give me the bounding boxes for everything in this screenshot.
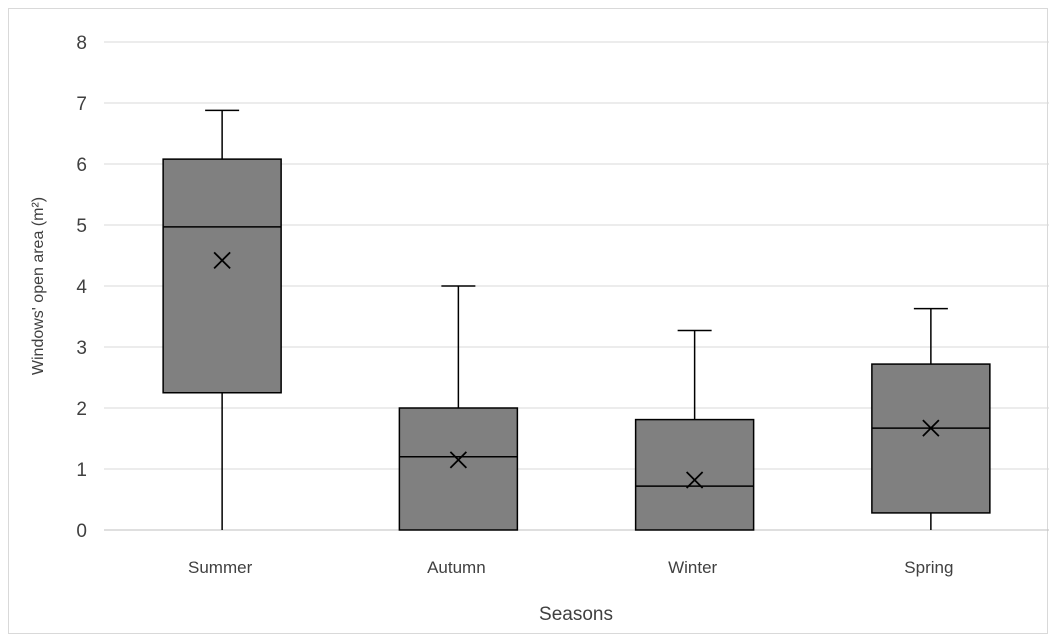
- category-label-autumn: Autumn: [427, 558, 486, 577]
- category-label-summer: Summer: [188, 558, 253, 577]
- box-iqr-autumn: [398, 407, 519, 531]
- box-winter: [634, 329, 755, 531]
- boxes: [162, 109, 991, 531]
- box-plot-chart: 0 1 2 3 4 5 6 7 8 Summer Autumn Winter Spring Seaso…: [30, 33, 1049, 625]
- mean-marker-stroke-b: [922, 419, 940, 437]
- category-label-winter: Winter: [668, 558, 717, 577]
- y-tick-label-7: 7: [76, 94, 87, 115]
- box-iqr-spring: [871, 363, 991, 514]
- y-tick-label-4: 4: [76, 277, 87, 298]
- mean-marker-summer: [213, 251, 231, 270]
- y-tick-label-1: 1: [76, 460, 87, 481]
- mean-marker-stroke-b: [685, 471, 704, 489]
- category-label-spring: Spring: [904, 558, 953, 577]
- box-iqr-summer: [162, 158, 282, 394]
- chart-frame: 0 1 2 3 4 5 6 7 8 Summer Autumn Winter Spring Seaso…: [8, 8, 1049, 634]
- box-summer: [162, 109, 282, 530]
- y-axis-title: Windows' open area (m²): [30, 197, 47, 375]
- y-tick-labels: 0 1 2 3 4 5 6 7 8: [76, 33, 87, 542]
- mean-marker-winter: [685, 471, 704, 489]
- mean-marker-stroke-b: [449, 451, 468, 469]
- y-tick-label-8: 8: [76, 33, 87, 54]
- mean-marker-stroke-b: [213, 251, 231, 270]
- y-tick-label-3: 3: [76, 338, 87, 359]
- category-labels: Summer Autumn Winter Spring: [188, 558, 953, 577]
- x-axis-title: Seasons: [539, 604, 613, 625]
- y-tick-label-0: 0: [76, 521, 87, 542]
- y-tick-label-6: 6: [76, 155, 87, 176]
- mean-marker-autumn: [449, 451, 468, 469]
- y-tick-label-2: 2: [76, 399, 87, 420]
- y-tick-label-5: 5: [76, 216, 87, 237]
- box-spring: [871, 307, 991, 530]
- box-iqr-winter: [634, 418, 755, 531]
- box-autumn: [398, 285, 519, 531]
- mean-marker-spring: [922, 419, 940, 437]
